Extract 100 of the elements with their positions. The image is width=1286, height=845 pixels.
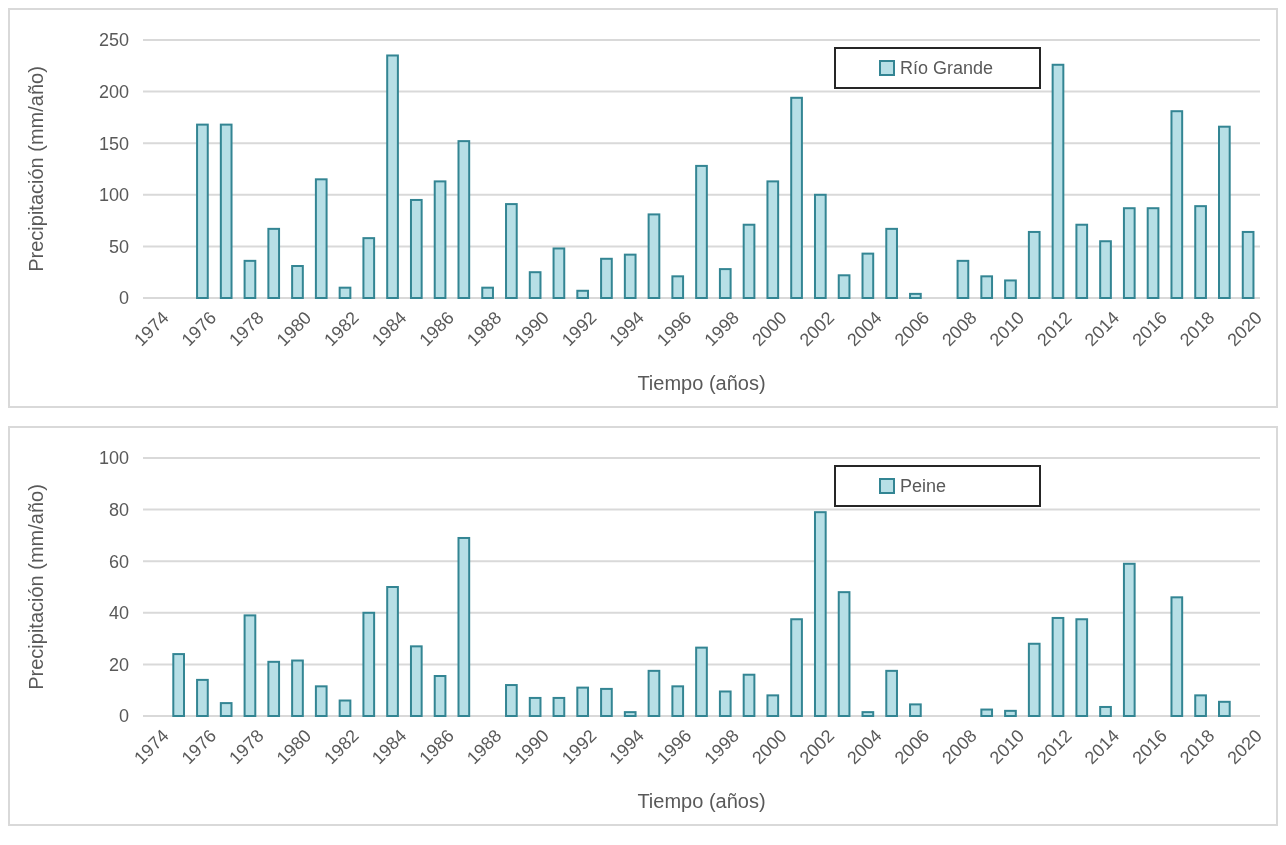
bar (196, 123, 209, 299)
bar (837, 274, 851, 299)
bar (861, 252, 875, 299)
bar (1004, 709, 1017, 717)
bar (909, 292, 922, 299)
bar (505, 203, 518, 299)
x-axis-title: Tiempo (años) (637, 372, 766, 394)
legend-label: Río Grande (900, 58, 994, 79)
bar (314, 178, 328, 299)
bar (1241, 230, 1255, 299)
bar (1170, 596, 1184, 717)
bar (576, 289, 590, 299)
bar (409, 198, 423, 299)
bar (600, 687, 613, 717)
y-tick-label: 0 (118, 288, 129, 309)
bar (1075, 618, 1089, 717)
bar (766, 694, 780, 717)
bar (362, 611, 376, 717)
bar (1194, 694, 1207, 717)
bar (1099, 240, 1112, 299)
bar (433, 675, 447, 717)
bar (291, 659, 304, 717)
bar (718, 690, 732, 717)
bar (552, 247, 566, 299)
y-axis-title: Precipitación (mm/año) (25, 484, 47, 690)
bar (718, 268, 732, 299)
bar (742, 223, 756, 299)
bar (790, 618, 803, 717)
bar (1051, 616, 1065, 717)
bar (1146, 207, 1160, 299)
bar (671, 685, 685, 717)
y-tick-label: 20 (108, 654, 129, 675)
bar (695, 164, 708, 299)
bar (196, 678, 209, 717)
bar (481, 286, 494, 299)
bar (1218, 700, 1231, 717)
y-tick-label: 200 (98, 81, 129, 102)
bar (671, 275, 685, 299)
y-tick-label: 250 (98, 30, 129, 51)
bar (885, 227, 898, 299)
bar (766, 180, 780, 299)
bar (338, 286, 352, 299)
bar (1027, 230, 1041, 299)
bar (980, 275, 994, 299)
bar (1004, 279, 1017, 299)
bar (861, 711, 875, 717)
bar (433, 180, 447, 299)
bar (813, 511, 827, 717)
y-tick-label: 150 (98, 133, 129, 154)
bar (457, 140, 471, 299)
bar (980, 708, 994, 717)
x-axis-title: Tiempo (años) (637, 790, 766, 812)
bar (837, 591, 851, 717)
bar (528, 696, 542, 717)
bar (291, 265, 304, 299)
bar (409, 645, 423, 717)
bar (243, 259, 257, 299)
bar (552, 696, 566, 717)
bar (623, 253, 637, 299)
bar (1122, 207, 1136, 299)
bar (956, 259, 970, 299)
bar (576, 686, 590, 717)
bar (1170, 110, 1184, 299)
bar (1194, 205, 1207, 299)
bar (909, 703, 922, 717)
bar (647, 669, 661, 717)
bar (1099, 705, 1112, 717)
y-tick-label: 100 (98, 448, 129, 469)
bar (742, 673, 756, 717)
bar (338, 699, 352, 717)
bar (267, 227, 281, 299)
bar (267, 660, 281, 717)
bar (457, 536, 471, 717)
bar (243, 614, 257, 717)
bar (1027, 642, 1041, 717)
bar (885, 669, 898, 717)
bar (647, 213, 661, 299)
legend-label: Peine (900, 476, 947, 497)
y-axis-title: Precipitación (mm/año) (25, 66, 47, 272)
bar (528, 271, 542, 299)
y-tick-label: 80 (108, 499, 129, 520)
bar (314, 685, 328, 717)
y-tick-label: 100 (98, 185, 129, 206)
bar (505, 684, 518, 717)
bar (219, 702, 233, 717)
bar (172, 653, 185, 717)
bar (695, 646, 708, 717)
bar (1051, 63, 1065, 299)
y-tick-label: 0 (118, 706, 129, 727)
bar (386, 586, 399, 717)
bar (790, 96, 803, 299)
bar (1075, 223, 1089, 299)
bar (600, 257, 613, 299)
y-tick-label: 60 (108, 551, 129, 572)
bar (1122, 562, 1136, 717)
y-tick-label: 40 (108, 603, 129, 624)
bar (1218, 125, 1231, 299)
bar (362, 237, 376, 299)
bar (623, 711, 637, 717)
bar (219, 123, 233, 299)
